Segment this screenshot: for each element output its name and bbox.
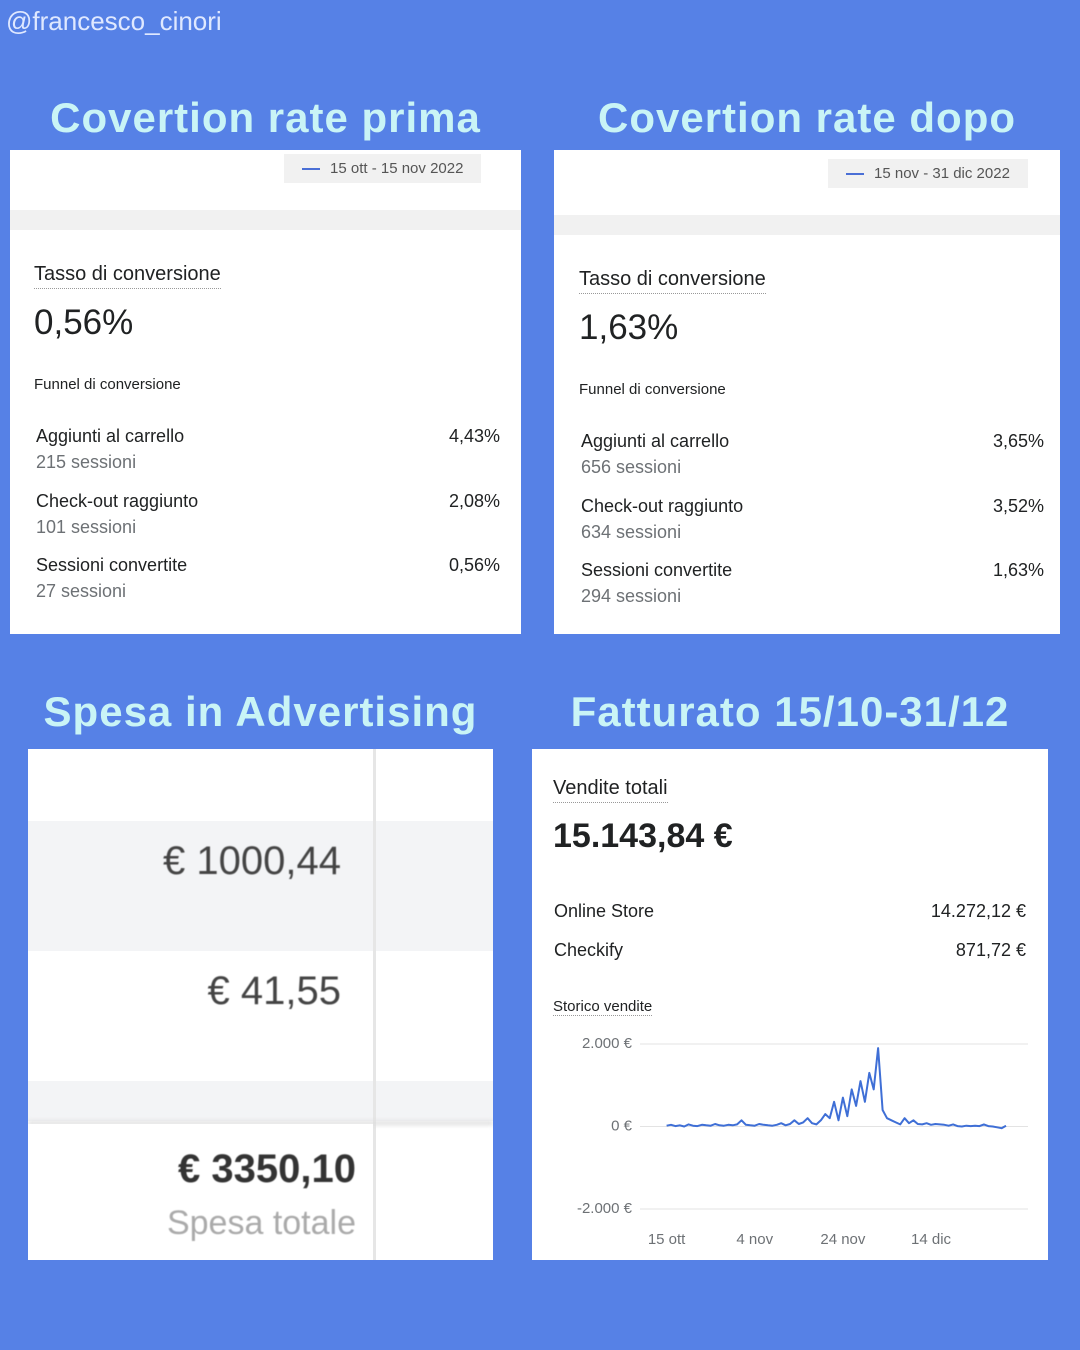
y-tick-label: 0 € xyxy=(611,1117,633,1134)
panel-title: Covertion rate dopo xyxy=(597,94,1017,141)
funnel-rate: 4,43% xyxy=(448,426,500,446)
divider xyxy=(10,210,521,230)
funnel-sessions: 656 sessioni xyxy=(581,457,682,477)
ad-spend: € 1000,44 xyxy=(163,839,341,883)
funnel-label: Aggiunti al carrello xyxy=(36,426,185,446)
channel-label: Checkify xyxy=(554,940,624,960)
y-tick-label: -2.000 € xyxy=(577,1200,633,1217)
y-tick-label: 2.000 € xyxy=(582,1035,633,1052)
row-bg xyxy=(28,821,493,951)
row-bg xyxy=(28,1081,493,1121)
funnel-label: Sessioni convertite xyxy=(581,560,733,580)
metric-label: Vendite totali xyxy=(553,777,668,803)
shadow xyxy=(28,1121,493,1125)
funnel-rate: 3,65% xyxy=(992,431,1044,451)
funnel-title: Funnel di conversione xyxy=(579,381,726,398)
date-range: 15 ott - 15 nov 2022 xyxy=(284,154,482,183)
x-tick-label: 4 nov xyxy=(736,1231,773,1248)
total-spend: € 3350,10 xyxy=(178,1147,356,1191)
funnel-sessions: 294 sessioni xyxy=(581,586,682,606)
panel-title: Spesa in Advertising xyxy=(43,688,478,735)
funnel-rate: 3,52% xyxy=(992,496,1044,516)
total-bg xyxy=(28,1124,373,1260)
metric-value: 0,56% xyxy=(34,303,134,342)
funnel-title: Funnel di conversione xyxy=(34,376,181,393)
card: € 1000,44 € 41,55 € 3350,10 Spesa totale xyxy=(28,749,493,1260)
funnel-rate: 1,63% xyxy=(992,560,1044,580)
funnel-label: Sessioni convertite xyxy=(36,555,188,575)
funnel-rate: 2,08% xyxy=(448,491,500,511)
channel-label: Online Store xyxy=(554,901,655,921)
total-label: Spesa totale xyxy=(166,1204,356,1242)
channel-value: 14.272,12 € xyxy=(930,901,1026,921)
handle: @francesco_cinori xyxy=(6,6,222,36)
metric-value: 15.143,84 € xyxy=(553,817,733,855)
x-tick-label: 24 nov xyxy=(820,1231,866,1248)
sales-chart: -2.000 € 0 € 2.000 € 15 ott 4 nov 24 nov 14 di… xyxy=(577,1035,1028,1248)
x-tick-label: 14 dic xyxy=(911,1231,952,1248)
card: 15 nov - 31 dic 2022 Tasso di conversion… xyxy=(554,150,1060,634)
metric-label: Tasso di conversione xyxy=(579,268,766,294)
funnel-rate: 0,56% xyxy=(448,555,500,575)
funnel-sessions: 215 sessioni xyxy=(36,452,137,472)
funnel-sessions: 634 sessioni xyxy=(581,522,682,542)
x-tick-label: 15 ott xyxy=(648,1231,686,1248)
card: 15 ott - 15 nov 2022 Tasso di conversion… xyxy=(10,150,521,634)
sales-line xyxy=(666,1047,1007,1130)
funnel-sessions: 101 sessioni xyxy=(36,517,137,537)
metric-label: Tasso di conversione xyxy=(34,263,221,289)
channel-value: 871,72 € xyxy=(955,940,1026,960)
funnel-label: Aggiunti al carrello xyxy=(581,431,730,451)
panel-title: Fatturato 15/10-31/12 xyxy=(570,688,1010,735)
funnel-label: Check-out raggiunto xyxy=(36,491,199,511)
date-range: 15 nov - 31 dic 2022 xyxy=(828,159,1028,188)
panel-title: Covertion rate prima xyxy=(50,94,481,141)
chart-title: Storico vendite xyxy=(553,998,653,1016)
column-divider xyxy=(373,749,376,1260)
funnel-sessions: 27 sessioni xyxy=(36,581,127,601)
ad-spend: € 41,55 xyxy=(207,969,341,1013)
divider xyxy=(554,215,1060,235)
metric-value: 1,63% xyxy=(579,308,679,347)
card: Vendite totali 15.143,84 € Online Store … xyxy=(532,749,1048,1260)
funnel-label: Check-out raggiunto xyxy=(581,496,744,516)
